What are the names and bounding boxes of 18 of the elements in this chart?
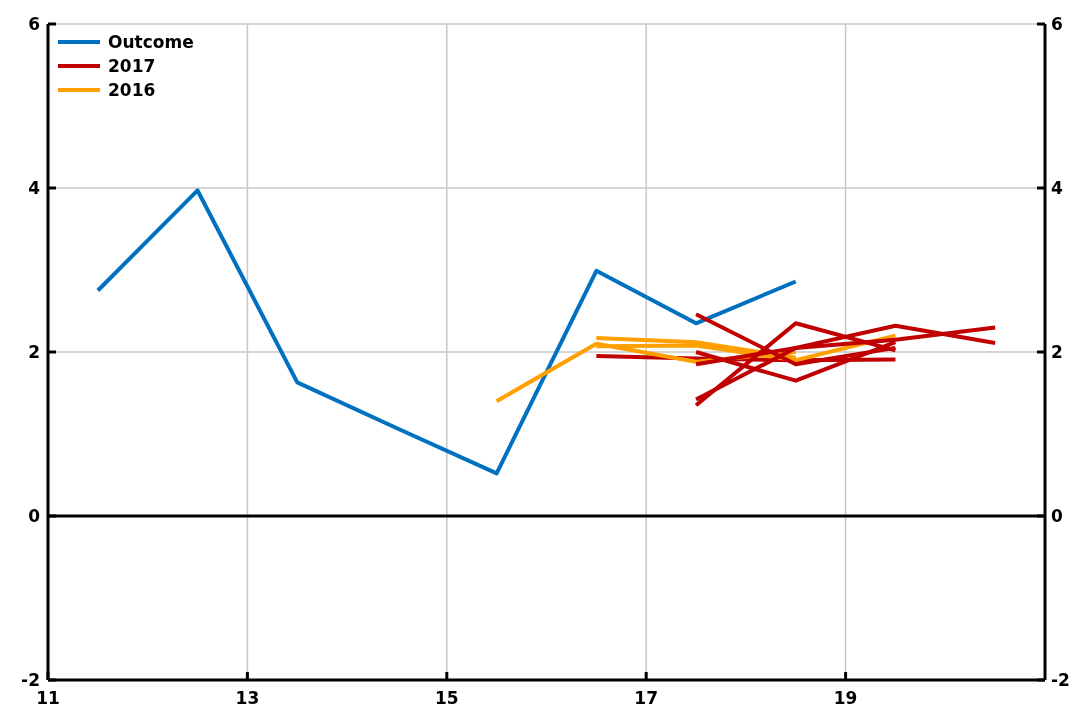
x-tick-label: 19 xyxy=(833,688,858,708)
legend-label: 2017 xyxy=(108,55,156,76)
y-tick-label: 6 xyxy=(28,13,40,34)
x-tick-label: 11 xyxy=(36,688,60,708)
y2-tick-label: -2 xyxy=(1051,669,1070,690)
legend-label: Outcome xyxy=(108,31,194,52)
x-tick-label: 15 xyxy=(434,688,459,708)
y-tick-label: 0 xyxy=(28,505,41,526)
x-tick-label: 17 xyxy=(634,688,659,708)
y2-tick-label: 0 xyxy=(1051,505,1063,526)
x-tick-label: 13 xyxy=(235,688,260,708)
y-tick-label: 4 xyxy=(28,177,41,198)
y-tick-label: -2 xyxy=(21,669,40,690)
y2-tick-label: 6 xyxy=(1051,13,1063,34)
legend-label: 2016 xyxy=(108,79,156,100)
y2-tick-label: 2 xyxy=(1051,341,1063,362)
y-tick-label: 2 xyxy=(28,341,40,362)
y2-tick-label: 4 xyxy=(1051,177,1063,198)
